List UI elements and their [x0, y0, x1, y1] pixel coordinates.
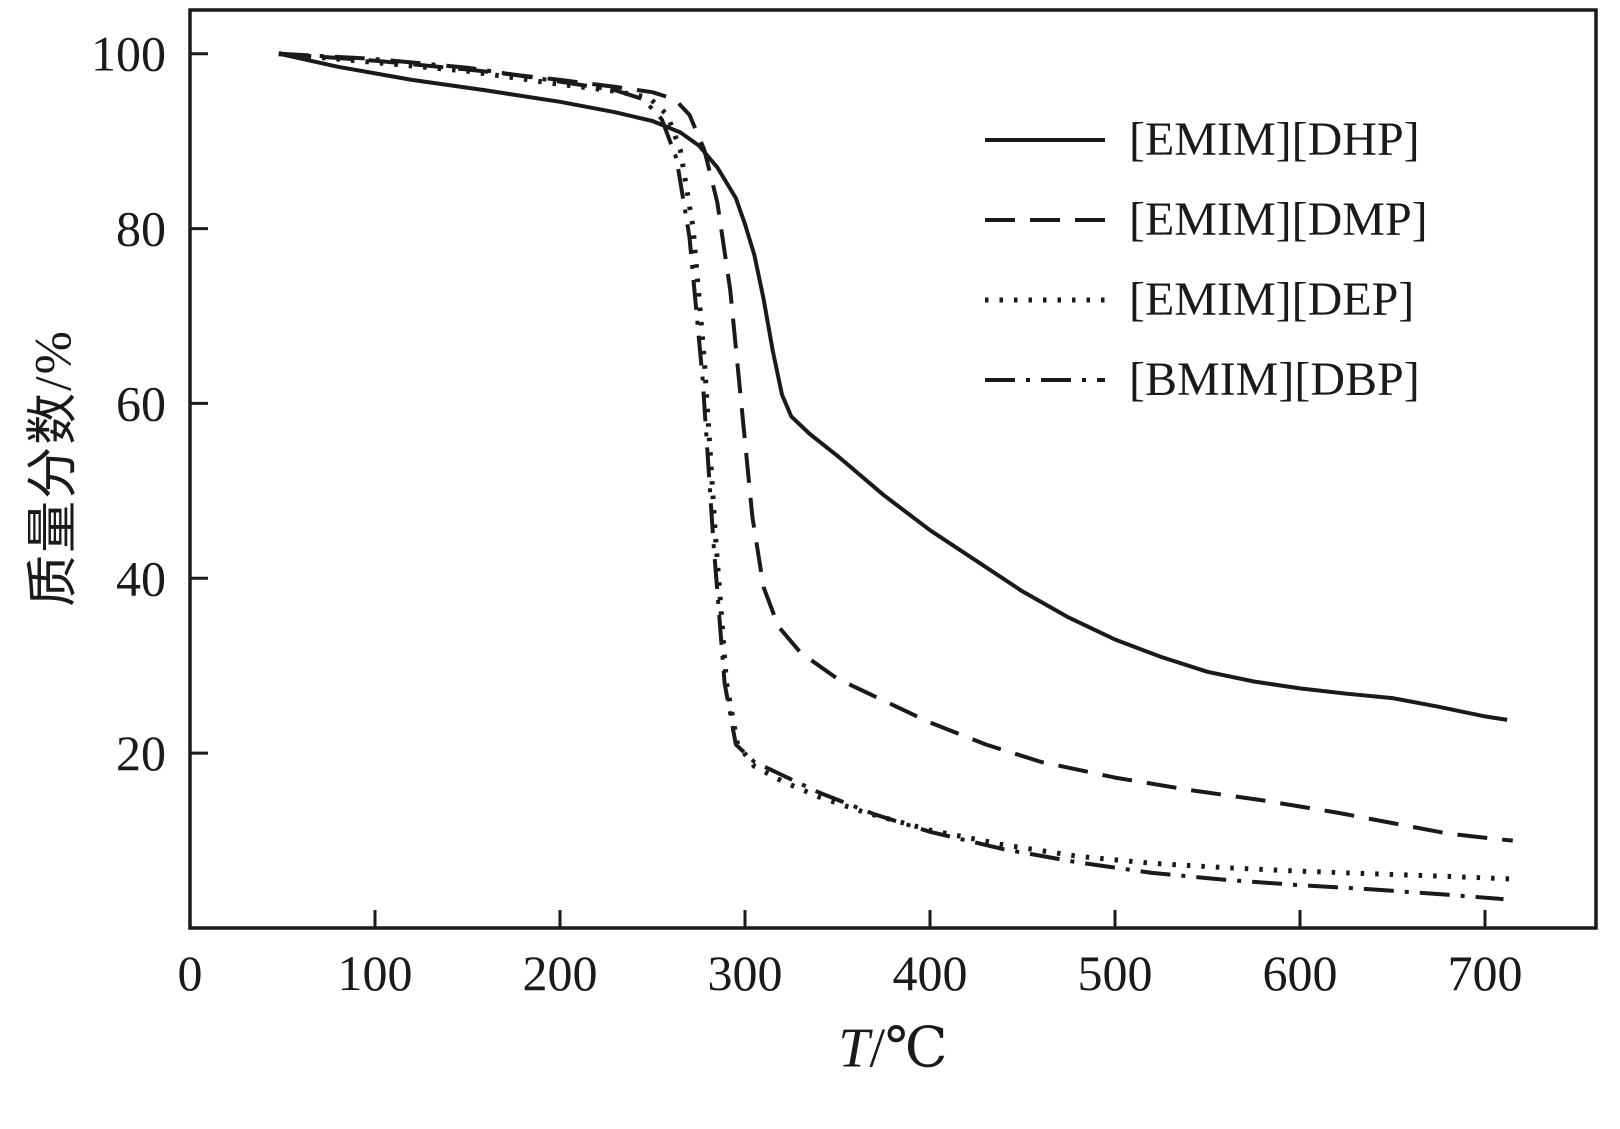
plot-frame: [188, 8, 1598, 930]
legend-label: [BMIM][DBP]: [1129, 353, 1420, 406]
y-tick-label: 80: [116, 201, 166, 257]
series-line-dashdot: [278, 51, 1504, 902]
legend-line-dashdot-icon: [985, 378, 1105, 382]
legend-label: [EMIM][DHP]: [1129, 113, 1420, 166]
y-tick-label: 100: [91, 26, 166, 82]
x-tick-label: 400: [893, 945, 968, 1001]
x-tick-label: 200: [523, 945, 598, 1001]
y-axis-label: 质量分数/%: [25, 329, 83, 607]
legend-item-emim-dhp: [EMIM][DHP]: [985, 112, 1428, 168]
legend-label: [EMIM][DEP]: [1129, 273, 1415, 326]
legend-label: [EMIM][DMP]: [1129, 193, 1428, 246]
series-line-dotted: [278, 51, 1513, 882]
x-axis-label-unit: /℃: [869, 1017, 948, 1080]
legend-item-bmim-dbp: [BMIM][DBP]: [985, 352, 1428, 408]
legend-line-solid-icon: [985, 138, 1105, 142]
series-line-dashed: [278, 51, 1513, 843]
x-axis-label-symbol: T: [838, 1017, 870, 1080]
y-tick-label: 60: [116, 375, 166, 431]
legend-line-dashed-icon: [985, 218, 1105, 222]
x-tick-label: 300: [708, 945, 783, 1001]
x-tick-label: 500: [1078, 945, 1153, 1001]
x-tick-label: 700: [1448, 945, 1523, 1001]
x-tick-label: 0: [178, 945, 203, 1001]
legend-item-emim-dmp: [EMIM][DMP]: [985, 192, 1428, 248]
legend-item-emim-dep: [EMIM][DEP]: [985, 272, 1428, 328]
legend: [EMIM][DHP] [EMIM][DMP] [EMIM][DEP] [BMI…: [985, 112, 1428, 408]
x-tick-label: 600: [1263, 945, 1338, 1001]
legend-line-dotted-icon: [985, 297, 1105, 303]
y-tick-label: 40: [116, 550, 166, 606]
x-axis-label: T/℃: [838, 1016, 947, 1081]
y-tick-label: 20: [116, 725, 166, 781]
series-line-solid: [278, 51, 1508, 722]
x-tick-label: 100: [338, 945, 413, 1001]
